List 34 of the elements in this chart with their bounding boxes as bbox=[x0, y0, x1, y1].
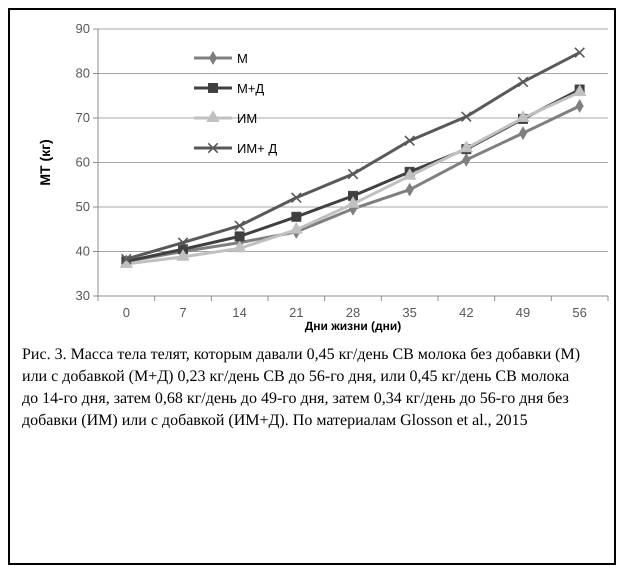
point bbox=[234, 220, 246, 232]
y-tick-label: 30 bbox=[76, 288, 90, 304]
legend-label: М+Д bbox=[237, 81, 264, 96]
x-tick-label: 14 bbox=[232, 305, 247, 320]
point bbox=[177, 237, 189, 248]
y-tick-label: 90 bbox=[76, 21, 90, 36]
x-tick-label: 7 bbox=[179, 305, 187, 320]
point bbox=[517, 76, 529, 88]
legend-label: ИМ bbox=[237, 111, 258, 126]
legend-label: ИМ+ Д bbox=[237, 141, 278, 156]
y-axis-title: МТ (кг) bbox=[37, 139, 53, 186]
point bbox=[460, 111, 472, 122]
point bbox=[120, 254, 132, 265]
point bbox=[291, 212, 302, 222]
legend-label: М bbox=[237, 51, 248, 66]
point bbox=[404, 135, 416, 146]
x-tick-label: 35 bbox=[402, 305, 417, 320]
x-tick-label: 28 bbox=[346, 305, 360, 320]
x-tick-label: 0 bbox=[122, 305, 130, 320]
x-tick-label: 42 bbox=[459, 305, 474, 320]
point bbox=[290, 192, 302, 204]
y-tick-label: 40 bbox=[76, 244, 90, 259]
x-tick-label: 21 bbox=[289, 305, 304, 320]
y-tick-label: 70 bbox=[76, 110, 90, 126]
x-axis-title: Дни жизни (дни) bbox=[304, 319, 402, 333]
y-tick-label: 60 bbox=[76, 154, 90, 170]
text: Рис. 3. Масса тела телят, которым давали 0,45 кг/день СВ молока без добавки (М) или с добавкой (М+Д) 0,23 кг/день СВ до 56-го дня, или 0,45 кг/день СВ молока до 14-го дня, затем 0,68 кг/день до 49-го дня, затем 0,34 кг/день до 56-го дня без добавки (ИМ) или с добавкой (ИМ+Д). По материалам Glosson et al., 2015 bbox=[22, 345, 582, 431]
y-tick-label: 80 bbox=[76, 66, 90, 81]
point bbox=[574, 47, 586, 58]
x-tick-label: 49 bbox=[516, 305, 530, 320]
y-tick-label: 50 bbox=[76, 199, 90, 214]
point bbox=[234, 231, 245, 242]
x-tick-label: 56 bbox=[572, 305, 587, 320]
point bbox=[347, 168, 359, 180]
